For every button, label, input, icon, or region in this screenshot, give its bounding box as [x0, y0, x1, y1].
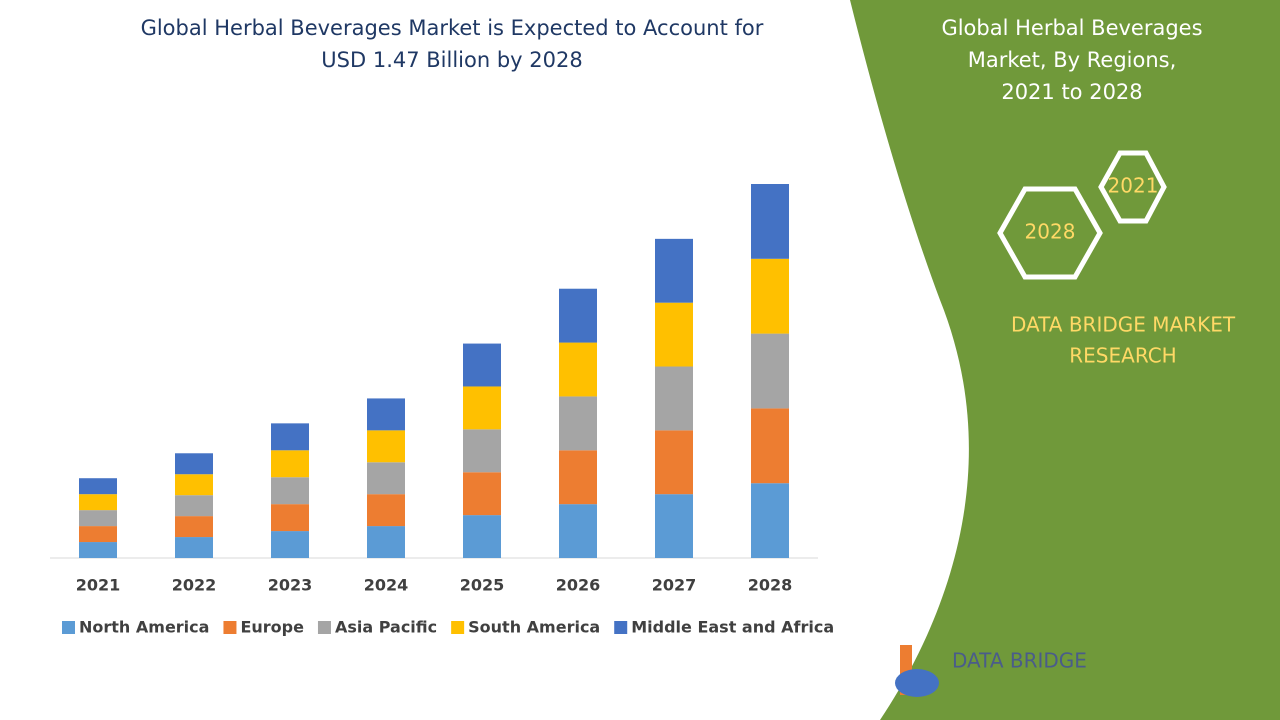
logo-text: DATA BRIDGE [952, 649, 1087, 673]
chart-title: USD 1.47 Billion by 2028 [321, 48, 582, 72]
bar-segment [463, 472, 501, 516]
legend-swatch [62, 621, 75, 634]
x-tick-label: 2027 [652, 576, 697, 595]
x-tick-label: 2023 [268, 576, 313, 595]
hexagon-label: 2028 [1025, 220, 1076, 244]
legend-label: Asia Pacific [335, 618, 437, 637]
panel-title: Market, By Regions, [968, 48, 1177, 72]
bar-segment [367, 398, 405, 431]
bar-segment [559, 288, 597, 343]
legend-label: Europe [240, 618, 304, 637]
bar-segment [79, 542, 117, 558]
bar-segment [175, 453, 213, 475]
bar-segment [463, 386, 501, 430]
logo-mark [895, 669, 939, 697]
bar-segment [175, 474, 213, 496]
brand-text: RESEARCH [1069, 344, 1176, 368]
bar-segment [751, 483, 789, 558]
x-tick-label: 2021 [76, 576, 121, 595]
bar-segment [367, 494, 405, 527]
panel-title: 2021 to 2028 [1001, 80, 1142, 104]
bar-segment [751, 408, 789, 484]
bar-segment [175, 495, 213, 517]
bar-segment [79, 494, 117, 511]
brand-text: DATA BRIDGE MARKET [1011, 313, 1236, 337]
legend-swatch [317, 621, 331, 634]
x-tick-label: 2028 [748, 576, 793, 595]
bar-segment [559, 342, 597, 397]
hexagon-label: 2021 [1108, 174, 1159, 198]
bar-segment [175, 516, 213, 538]
bar-segment [655, 302, 693, 367]
bar-segment [751, 184, 789, 259]
bar-segment [79, 478, 117, 495]
bar-segment [559, 396, 597, 451]
hexagon [1098, 150, 1167, 224]
bar-segment [271, 531, 309, 558]
bar-segment [655, 430, 693, 495]
x-tick-label: 2025 [460, 576, 505, 595]
bar-segment [655, 238, 693, 303]
legend-label: Middle East and Africa [631, 618, 834, 637]
panel-title: Global Herbal Beverages [941, 16, 1202, 40]
bar-segment [367, 430, 405, 463]
legend-swatch [451, 621, 465, 634]
x-tick-label: 2024 [364, 576, 409, 595]
bar-segment [463, 343, 501, 387]
legend-label: North America [79, 618, 209, 637]
bar-segment [559, 504, 597, 558]
bar-segment [463, 515, 501, 558]
bar-segment [751, 333, 789, 409]
bar-segment [175, 537, 213, 558]
logo: DATA BRIDGE [895, 645, 1087, 697]
chart-title: Global Herbal Beverages Market is Expect… [141, 16, 764, 40]
bar-segment [559, 450, 597, 505]
bar-segment [271, 504, 309, 532]
bar-segment [367, 526, 405, 558]
bar-segment [79, 510, 117, 527]
bar-segment [463, 429, 501, 473]
bar-segment [271, 450, 309, 478]
x-tick-label: 2022 [172, 576, 217, 595]
bar-segment [271, 423, 309, 451]
bar-segment [367, 462, 405, 495]
legend-label: South America [468, 618, 600, 637]
bar-segment [79, 526, 117, 543]
hexagon [997, 186, 1103, 280]
bar-segment [655, 366, 693, 431]
legend-swatch [614, 621, 628, 634]
bar-segment [751, 258, 789, 334]
x-tick-label: 2026 [556, 576, 601, 595]
bar-segment [271, 477, 309, 505]
bar-segment [655, 494, 693, 558]
legend-swatch [223, 621, 237, 634]
side-panel [850, 0, 1280, 720]
